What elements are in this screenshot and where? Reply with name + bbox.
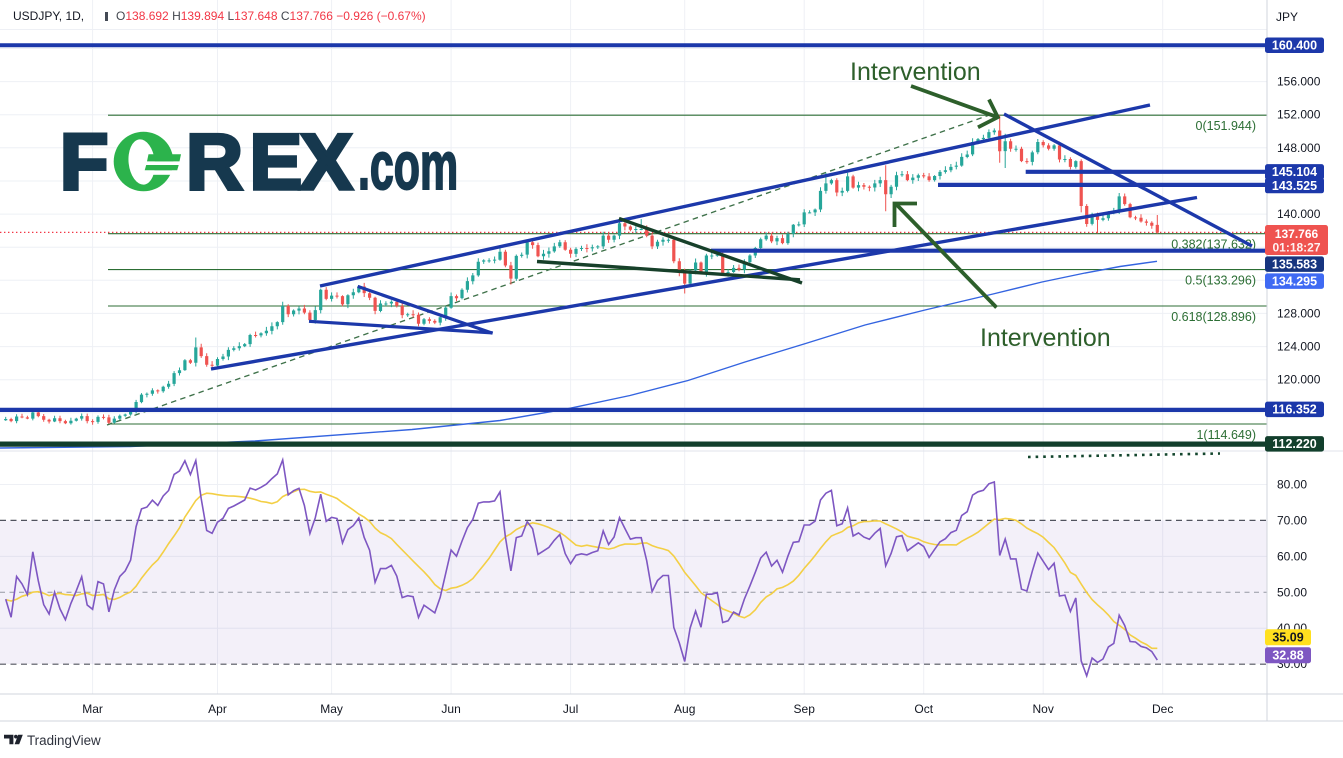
svg-text:Intervention: Intervention [980,324,1111,352]
svg-text:O138.692 H139.894 L137.648 C13: O138.692 H139.894 L137.648 C137.766 −0.9… [116,9,426,23]
svg-text:F: F [60,117,108,206]
svg-text:112.220: 112.220 [1272,437,1317,451]
svg-text:1(114.649): 1(114.649) [1196,428,1256,442]
svg-text:JPY: JPY [1276,10,1298,24]
svg-text:Aug: Aug [674,702,695,716]
svg-text:143.525: 143.525 [1272,179,1317,193]
svg-text:01:18:27: 01:18:27 [1272,240,1320,254]
svg-text:Intervention: Intervention [850,58,981,86]
svg-text:50.00: 50.00 [1277,585,1307,599]
svg-text:0.5(133.296): 0.5(133.296) [1185,274,1256,288]
svg-text:152.000: 152.000 [1277,108,1321,122]
svg-text:116.352: 116.352 [1272,403,1317,417]
svg-text:156.000: 156.000 [1277,75,1321,89]
svg-text:35.09: 35.09 [1272,631,1303,645]
svg-text:R: R [186,117,243,206]
svg-text:135.583: 135.583 [1272,257,1317,271]
svg-text:E: E [250,117,303,206]
svg-text:.com: .com [358,129,458,204]
svg-text:120.000: 120.000 [1277,373,1321,387]
svg-text:124.000: 124.000 [1277,340,1321,354]
svg-text:0.382(137.632): 0.382(137.632) [1171,238,1256,252]
svg-text:0(151.944): 0(151.944) [1196,119,1256,133]
svg-text:Jun: Jun [441,702,460,716]
svg-text:128.000: 128.000 [1277,306,1321,320]
svg-text:Mar: Mar [82,702,103,716]
svg-text:Apr: Apr [208,702,227,716]
svg-text:Oct: Oct [914,702,933,716]
svg-text:TradingView: TradingView [27,733,101,748]
svg-text:60.00: 60.00 [1277,549,1307,563]
svg-text:80.00: 80.00 [1277,478,1307,492]
svg-text:Sep: Sep [794,702,816,716]
svg-text:148.000: 148.000 [1277,141,1321,155]
svg-text:145.104: 145.104 [1272,165,1317,179]
svg-text:32.88: 32.88 [1272,648,1303,662]
svg-text:Dec: Dec [1152,702,1173,716]
svg-text:0.618(128.896): 0.618(128.896) [1171,310,1256,324]
svg-text:USDJPY, 1D,: USDJPY, 1D, [13,9,84,23]
svg-text:May: May [320,702,343,716]
svg-text:X: X [300,117,353,206]
svg-text:70.00: 70.00 [1277,513,1307,527]
svg-text:140.000: 140.000 [1277,207,1321,221]
svg-text:Jul: Jul [563,702,578,716]
svg-text:Nov: Nov [1033,702,1054,716]
svg-text:137.766: 137.766 [1275,227,1319,241]
svg-text:160.400: 160.400 [1272,38,1317,52]
svg-text:134.295: 134.295 [1272,274,1317,288]
